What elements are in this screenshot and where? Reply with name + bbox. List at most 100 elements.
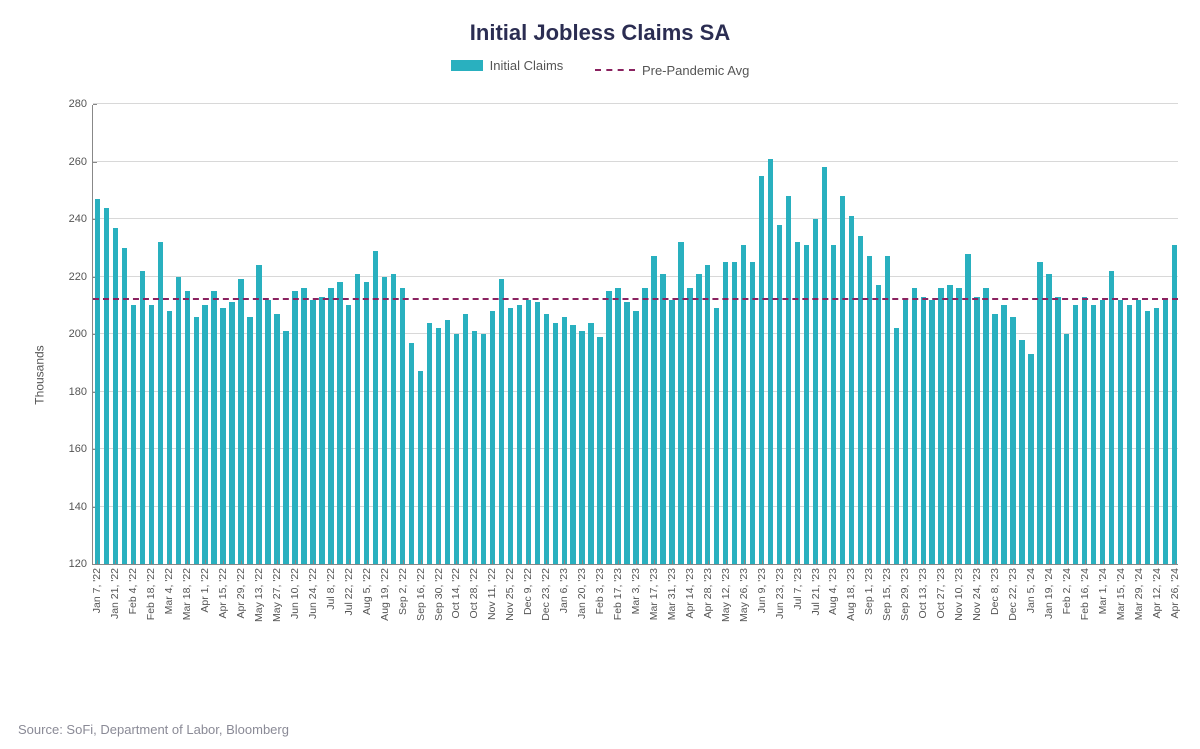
x-tick-label: Mar 17, '23 bbox=[648, 564, 660, 620]
bar bbox=[786, 196, 791, 564]
bar bbox=[526, 300, 531, 565]
bar bbox=[723, 262, 728, 564]
x-tick-label: Jun 24, '22 bbox=[307, 564, 319, 619]
bar bbox=[1010, 317, 1015, 564]
bar bbox=[1001, 305, 1006, 564]
bar bbox=[292, 291, 297, 564]
bar bbox=[490, 311, 495, 564]
x-tick-label: Nov 24, '23 bbox=[971, 564, 983, 621]
x-tick-label: Aug 18, '23 bbox=[845, 564, 857, 621]
bar bbox=[409, 343, 414, 564]
y-tick-label: 120 bbox=[69, 558, 93, 570]
bar bbox=[1037, 262, 1042, 564]
chart-container: Initial Jobless Claims SA Initial Claims… bbox=[0, 0, 1200, 749]
bar bbox=[337, 282, 342, 564]
bar bbox=[965, 254, 970, 565]
x-tick-label: Mar 3, '23 bbox=[630, 564, 642, 614]
x-tick-label: Jun 9, '23 bbox=[756, 564, 768, 613]
bar bbox=[570, 325, 575, 564]
bar bbox=[822, 167, 827, 564]
bar bbox=[678, 242, 683, 564]
y-tick-label: 140 bbox=[69, 501, 93, 513]
bar bbox=[651, 256, 656, 564]
bar bbox=[436, 328, 441, 564]
x-tick-label: Dec 8, '23 bbox=[989, 564, 1001, 615]
x-tick-label: Nov 10, '23 bbox=[953, 564, 965, 621]
y-tick-label: 280 bbox=[69, 98, 93, 110]
bar bbox=[929, 300, 934, 565]
legend-item-bars: Initial Claims bbox=[451, 58, 564, 73]
bar bbox=[1127, 305, 1132, 564]
bar bbox=[274, 314, 279, 564]
bar bbox=[149, 305, 154, 564]
bar bbox=[1145, 311, 1150, 564]
bar bbox=[974, 297, 979, 564]
x-tick-label: Dec 22, '23 bbox=[1007, 564, 1019, 621]
bar bbox=[876, 285, 881, 564]
bar bbox=[1073, 305, 1078, 564]
bar bbox=[849, 216, 854, 564]
bar bbox=[220, 308, 225, 564]
bar bbox=[328, 288, 333, 564]
bar bbox=[1136, 300, 1141, 565]
bar bbox=[229, 302, 234, 564]
bar bbox=[167, 311, 172, 564]
y-axis-label: Thousands bbox=[33, 345, 47, 404]
bar bbox=[364, 282, 369, 564]
bar bbox=[391, 274, 396, 564]
bar bbox=[912, 288, 917, 564]
x-tick-label: Apr 15, '22 bbox=[217, 564, 229, 618]
bar bbox=[615, 288, 620, 564]
bar bbox=[562, 317, 567, 564]
bar bbox=[669, 300, 674, 565]
x-tick-label: Apr 28, '23 bbox=[702, 564, 714, 618]
bar bbox=[1109, 271, 1114, 564]
legend-swatch-dash bbox=[595, 69, 635, 71]
bar bbox=[696, 274, 701, 564]
bar bbox=[176, 277, 181, 565]
bar bbox=[633, 311, 638, 564]
x-tick-label: Jan 20, '23 bbox=[576, 564, 588, 619]
bar bbox=[885, 256, 890, 564]
x-tick-label: Jan 5, '24 bbox=[1025, 564, 1037, 613]
legend-line-label: Pre-Pandemic Avg bbox=[642, 63, 749, 78]
y-tick-label: 180 bbox=[69, 386, 93, 398]
bar bbox=[777, 225, 782, 564]
x-tick-label: Mar 4, '22 bbox=[163, 564, 175, 614]
bar bbox=[1091, 305, 1096, 564]
x-tick-label: Jun 23, '23 bbox=[774, 564, 786, 619]
source-text: Source: SoFi, Department of Labor, Bloom… bbox=[18, 722, 289, 737]
x-tick-label: Jul 22, '22 bbox=[343, 564, 355, 616]
bar bbox=[642, 288, 647, 564]
x-tick-label: Sep 16, '22 bbox=[415, 564, 427, 621]
bar bbox=[804, 245, 809, 564]
bar bbox=[427, 323, 432, 565]
gridline bbox=[93, 161, 1178, 162]
x-tick-label: Oct 27, '23 bbox=[935, 564, 947, 618]
bar bbox=[113, 228, 118, 564]
bar bbox=[158, 242, 163, 564]
x-tick-label: Sep 2, '22 bbox=[397, 564, 409, 615]
x-tick-label: Mar 18, '22 bbox=[181, 564, 193, 620]
x-tick-label: Jan 7, '22 bbox=[91, 564, 103, 613]
bar bbox=[768, 159, 773, 564]
bar bbox=[238, 279, 243, 564]
bar bbox=[1064, 334, 1069, 564]
x-tick-label: Sep 29, '23 bbox=[899, 564, 911, 621]
bar bbox=[606, 291, 611, 564]
bar bbox=[1019, 340, 1024, 564]
bar bbox=[705, 265, 710, 564]
bar bbox=[938, 288, 943, 564]
bar bbox=[400, 288, 405, 564]
bar bbox=[544, 314, 549, 564]
x-tick-label: Feb 17, '23 bbox=[612, 564, 624, 620]
bar bbox=[95, 199, 100, 564]
bar bbox=[265, 300, 270, 565]
bar bbox=[840, 196, 845, 564]
bar bbox=[1154, 308, 1159, 564]
x-tick-label: Dec 9, '22 bbox=[522, 564, 534, 615]
x-tick-label: Apr 26, '24 bbox=[1169, 564, 1181, 618]
x-tick-label: Jul 7, '23 bbox=[792, 564, 804, 610]
bar bbox=[579, 331, 584, 564]
bar bbox=[741, 245, 746, 564]
